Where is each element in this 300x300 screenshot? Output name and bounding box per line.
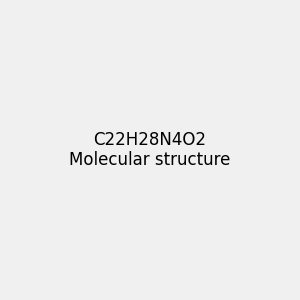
Text: C22H28N4O2
Molecular structure: C22H28N4O2 Molecular structure: [69, 130, 231, 170]
